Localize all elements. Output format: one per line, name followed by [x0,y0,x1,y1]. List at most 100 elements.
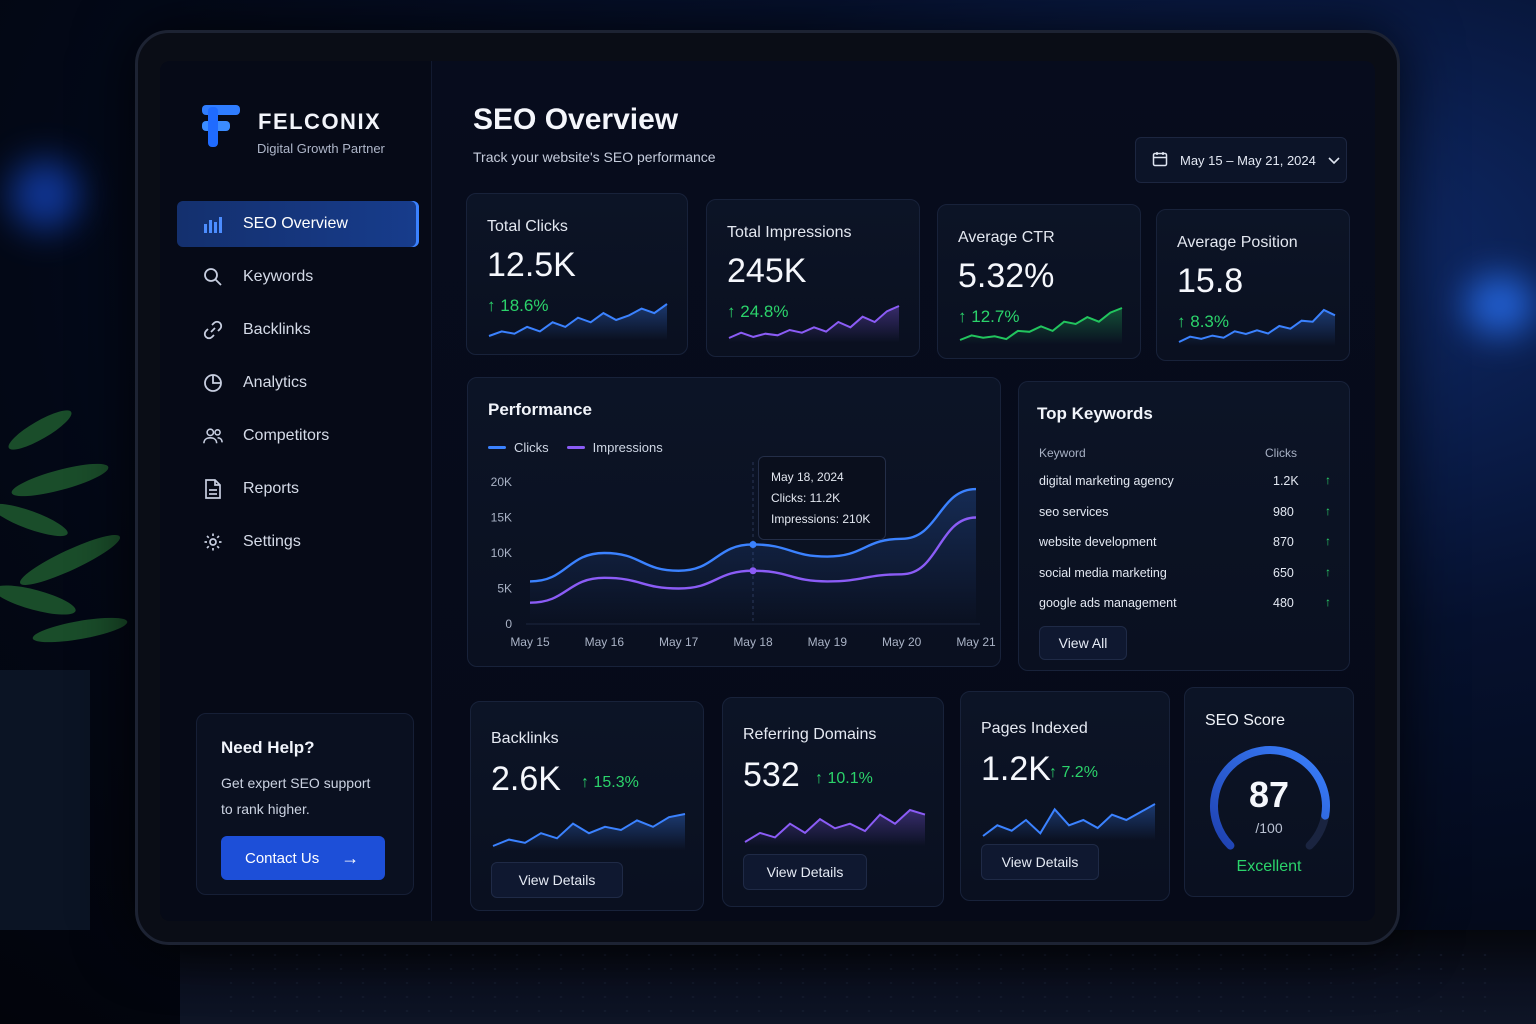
sidebar-item-reports[interactable]: Reports [177,466,419,512]
x-tick-label: May 17 [659,635,699,649]
stat-delta-value: 10.1% [827,770,873,787]
stat-label: Pages Indexed [981,720,1088,737]
arrow-up-icon: ↑ [1049,764,1057,781]
sidebar-item-seo-overview[interactable]: SEO Overview [177,201,419,247]
kpi-value: 5.32% [958,257,1055,295]
keyword-row[interactable]: seo services 980 ↑ [1039,503,1331,535]
sidebar: FELCONIX Digital Growth Partner SEO Over… [160,61,432,921]
legend-label-impressions: Impressions [592,440,663,455]
keyword-clicks: 870 [1273,535,1294,549]
kpi-delta-value: 24.8% [740,302,789,321]
background-glow-right [1465,275,1535,335]
stat-delta: ↑ 10.1% [815,770,873,788]
stat-label: Referring Domains [743,726,877,743]
top-keywords-title: Top Keywords [1037,404,1153,423]
stat-sparkline [744,808,926,846]
kpi-label: Average Position [1177,234,1298,251]
legend-swatch-impressions [566,446,585,449]
page-subtitle: Track your website's SEO performance [473,149,716,165]
view-all-keywords-button[interactable]: View All [1039,626,1127,660]
sidebar-item-label: Reports [243,480,300,497]
arrow-right-icon: → [341,847,360,868]
kpi-label: Average CTR [958,229,1055,246]
sparkline-line [982,803,1156,837]
pie-chart-icon [203,373,223,393]
keyword-name: website development [1039,535,1157,549]
kpi-delta: ↑ 18.6% [487,296,548,316]
kpi-card-average-position[interactable]: Average Position 15.8 ↑ 8.3% [1156,209,1350,361]
sidebar-item-label: Backlinks [243,321,311,338]
performance-line-chart[interactable]: 20K 15K 10K 5K 0 May 15 May 16 May 17 May 18 May … [468,378,1002,668]
seo-score-rating: Excellent [1236,858,1302,875]
bar-chart-icon [203,214,223,234]
keyword-row[interactable]: social media marketing 650 ↑ [1039,565,1331,596]
legend-clicks[interactable]: Clicks [488,440,549,455]
sidebar-item-settings[interactable]: Settings [177,519,419,565]
x-tick-label: May 15 [510,635,550,649]
sidebar-item-backlinks[interactable]: Backlinks [177,307,419,353]
pages-indexed-card: Pages Indexed 1.2K ↑ 7.2% View Details [960,691,1170,901]
data-point-clicks[interactable] [749,540,757,548]
stat-label: Backlinks [491,730,559,747]
keyboard [180,930,1536,1024]
keyword-name: social media marketing [1039,565,1167,580]
stat-delta: ↑ 15.3% [581,774,639,792]
x-tick-label: May 16 [585,635,625,649]
background-glow-left [10,160,80,230]
link-icon [203,320,223,340]
contact-us-button[interactable]: Contact Us → [221,836,385,880]
performance-card: Performance Clicks Impressions 20K 15K 10K… [467,377,1001,667]
date-range-picker[interactable]: May 15 – May 21, 2024 [1135,137,1347,183]
keyword-row[interactable]: digital marketing agency 1.2K ↑ [1039,473,1331,504]
sparkline-area [729,306,899,342]
y-tick-label: 10K [491,546,512,560]
sidebar-item-keywords[interactable]: Keywords [177,254,419,300]
kpi-card-total-impressions[interactable]: Total Impressions 245K ↑ 24.8% [706,199,920,357]
tooltip-clicks: Clicks: 11.2K [771,491,841,505]
series-area-clicks [530,489,976,624]
keyword-row[interactable]: website development 870 ↑ [1039,534,1331,565]
help-card: Need Help? Get expert SEO support to rank… [196,713,414,895]
arrow-up-icon: ↑ [1177,312,1186,331]
sparkline-line [488,303,668,337]
sparkline-area [493,814,685,850]
sidebar-item-competitors[interactable]: Competitors [177,413,419,459]
keyword-row[interactable]: google ads management 480 ↑ [1039,595,1331,626]
arrow-up-icon: ↑ [1325,473,1331,487]
stat-value: 2.6K [491,760,561,798]
y-tick-label: 0 [505,617,512,631]
kpi-value: 245K [727,252,807,290]
sidebar-item-analytics[interactable]: Analytics [177,360,419,406]
arrow-up-icon: ↑ [1325,503,1331,518]
data-point-impressions[interactable] [749,567,757,575]
search-icon [203,267,223,287]
x-tick-label: May 18 [733,635,773,649]
brand-tagline: Digital Growth Partner [257,141,385,156]
performance-title: Performance [488,400,592,419]
chart-tooltip: May 18, 2024 Clicks: 11.2K Impressions: … [758,456,886,540]
laptop-frame: FELCONIX Digital Growth Partner SEO Over… [135,30,1400,945]
keyword-clicks: 1.2K [1273,474,1299,488]
seo-score-label: SEO Score [1205,712,1286,729]
date-range-text: May 15 – May 21, 2024 [1180,152,1316,168]
kpi-card-total-clicks[interactable]: Total Clicks 12.5K ↑ 18.6% [466,193,688,355]
seo-score-value: 87 [1248,774,1290,815]
view-details-button[interactable]: View Details [743,854,867,890]
legend-label-clicks: Clicks [514,440,549,455]
sparkline-area [1179,310,1335,346]
column-header-keyword: Keyword [1039,446,1086,460]
gauge-fill [1210,746,1330,850]
legend-swatch-clicks [488,446,506,449]
sidebar-item-label: Settings [243,533,301,550]
sidebar-item-label: Keywords [243,268,314,285]
sparkline-area [489,304,667,340]
legend-impressions[interactable]: Impressions [566,440,663,455]
view-details-button[interactable]: View Details [981,844,1099,880]
view-details-button[interactable]: View Details [491,862,623,898]
y-tick-label: 20K [491,475,512,489]
kpi-card-average-ctr[interactable]: Average CTR 5.32% ↑ 12.7% [937,204,1141,359]
help-text-line1: Get expert SEO support [221,775,371,791]
kpi-label: Total Clicks [487,218,568,235]
arrow-up-icon: ↑ [815,770,823,787]
sidebar-item-label: Competitors [243,427,330,444]
